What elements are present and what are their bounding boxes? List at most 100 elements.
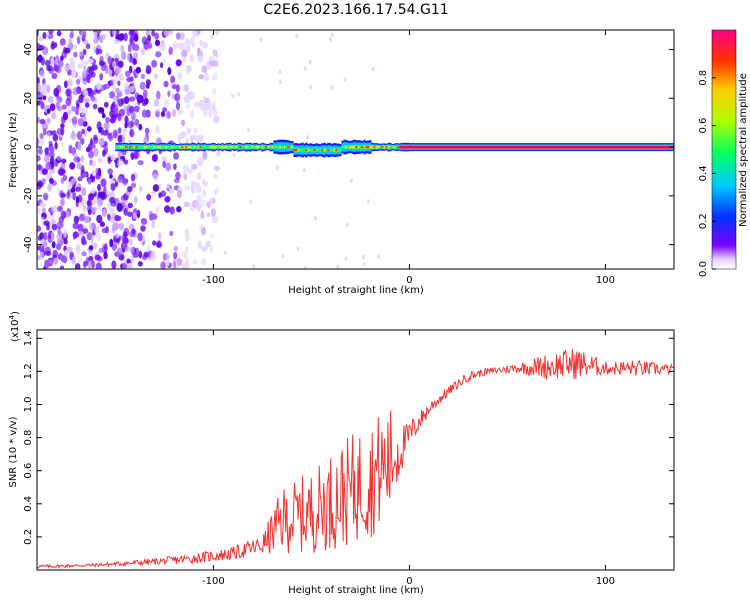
spectrogram-noise-speckle [174, 92, 181, 102]
spectrogram-noise-speckle [60, 238, 64, 246]
spectrogram-noise-speckle [202, 199, 207, 207]
spectrogram-signal-cell [247, 145, 250, 149]
spectrogram-noise-speckle [83, 97, 90, 104]
spectrogram-noise-speckle [198, 74, 205, 80]
spectrogram-noise-speckle [191, 163, 198, 170]
spectrogram-noise-speckle [79, 34, 83, 40]
spectrogram-noise-speckle [93, 134, 98, 141]
spectrogram-noise-speckle [128, 105, 135, 114]
spectrogram-noise-speckle [113, 223, 121, 230]
spectrogram-signal-cell [229, 145, 232, 149]
spectrogram-noise-speckle [41, 168, 48, 176]
spectrogram-noise-speckle [213, 165, 221, 172]
spectrogram-signal-cell [289, 145, 292, 149]
spectrogram-noise-speckle [100, 178, 107, 187]
spectrogram-noise-speckle [154, 39, 161, 47]
spectrogram-noise-speckle [139, 81, 146, 91]
spectrogram-noise-speckle [75, 109, 79, 116]
spectrogram-noise-speckle [38, 235, 43, 241]
spectrogram-noise-speckle [60, 198, 65, 207]
spectrogram-noise-speckle [37, 93, 40, 99]
spectrogram-x-tick-label: -100 [202, 275, 225, 286]
spectrogram-noise-speckle [43, 192, 49, 201]
spectrogram-noise-speckle [209, 201, 213, 206]
spectrogram-noise-speckle [157, 231, 162, 241]
spectrogram-signal-cell [139, 145, 142, 149]
spectrogram-signal-cell [327, 149, 330, 152]
spectrogram-noise-speckle [78, 94, 84, 104]
spectrogram-noise-speckle [133, 150, 139, 160]
spectrogram-noise-speckle [122, 237, 129, 244]
spectrogram-noise-speckle [77, 176, 83, 182]
spectrogram-noise-speckle [113, 129, 118, 139]
spectrogram-noise-speckle [190, 109, 194, 119]
spectrogram-noise-speckle [179, 132, 184, 139]
spectrogram-signal-cell [145, 145, 148, 149]
spectrogram-noise-speckle [237, 92, 241, 97]
spectrogram-noise-speckle [104, 243, 108, 251]
spectrogram-noise-speckle [90, 188, 96, 194]
spectrogram-noise-speckle [111, 30, 117, 37]
spectrogram-noise-speckle [87, 177, 92, 185]
spectrogram-noise-speckle [344, 256, 348, 261]
spectrogram-noise-speckle [122, 263, 127, 269]
spectrogram-noise-speckle [37, 137, 40, 146]
spectrogram-noise-speckle [73, 43, 78, 50]
spectrogram-noise-speckle [69, 57, 74, 65]
spectrogram-noise-speckle [126, 262, 133, 269]
spectrogram-noise-speckle [77, 223, 84, 233]
spectrogram-noise-speckle [70, 162, 75, 169]
spectrogram-noise-speckle [109, 173, 113, 179]
spectrogram-noise-speckle [295, 33, 299, 38]
spectrogram-noise-speckle [56, 30, 62, 37]
spectrogram-noise-speckle [88, 222, 95, 231]
spectrogram-noise-speckle [137, 232, 143, 242]
spectrogram-noise-speckle [189, 53, 195, 62]
spectrogram-noise-speckle [88, 209, 92, 216]
spectrogram-noise-speckle [66, 78, 73, 87]
spectrogram-signal-cell [213, 145, 216, 149]
spectrogram-noise-speckle [105, 226, 109, 234]
spectrogram-noise-speckle [88, 193, 95, 201]
spectrogram-noise-speckle [114, 214, 120, 222]
spectrogram-noise-speckle [141, 109, 148, 118]
spectrogram-noise-speckle [57, 227, 61, 236]
spectrogram-noise-speckle [54, 58, 58, 65]
spectrogram-noise-speckle [97, 167, 102, 177]
snr-panel: -100 0 100 0.2 0.4 0.6 0.8 1.0 1.2 1.4 Height of… [8, 311, 675, 596]
spectrogram-noise-speckle [151, 220, 155, 229]
spectrogram-noise-speckle [59, 38, 66, 46]
colorbar-tick-label: 0.2 [698, 213, 709, 229]
spectrogram-noise-speckle [55, 243, 62, 251]
spectrogram-signal-cell [249, 145, 252, 149]
spectrogram-noise-speckle [155, 125, 160, 134]
spectrogram-noise-speckle [60, 210, 67, 220]
spectrogram-noise-speckle [102, 130, 109, 136]
spectrogram-noise-speckle [138, 123, 143, 131]
spectrogram-noise-speckle [155, 206, 160, 214]
spectrogram-signal-cell [199, 146, 202, 149]
spectrogram-noise-speckle [51, 112, 56, 120]
spectrogram-noise-speckle [281, 253, 285, 259]
spectrogram-noise-speckle [128, 96, 136, 102]
spectrogram-noise-speckle [115, 232, 119, 239]
spectrogram-noise-speckle [106, 191, 112, 198]
spectrogram-noise-speckle [91, 170, 97, 177]
spectrogram-noise-speckle [145, 65, 152, 74]
spectrogram-noise-speckle [43, 220, 50, 226]
spectrogram-noise-speckle [78, 30, 82, 35]
snr-y-tick-label: 0.4 [23, 496, 34, 512]
spectrogram-noise-speckle [111, 84, 117, 93]
spectrogram-noise-speckle [152, 173, 159, 182]
spectrogram-signal-cell [265, 146, 268, 149]
spectrogram-noise-speckle [120, 44, 125, 53]
spectrogram-noise-speckle [45, 161, 52, 171]
spectrogram-noise-speckle [150, 250, 156, 258]
spectrogram-signal-cell [203, 145, 206, 149]
spectrogram-signal-cell [343, 145, 346, 149]
snr-y-tick-label: 0.6 [23, 463, 34, 479]
spectrogram-signal-cell [223, 145, 226, 149]
spectrogram-signal-cell [377, 145, 380, 149]
spectrogram-noise-speckle [206, 212, 211, 218]
spectrogram-noise-speckle [121, 51, 127, 60]
